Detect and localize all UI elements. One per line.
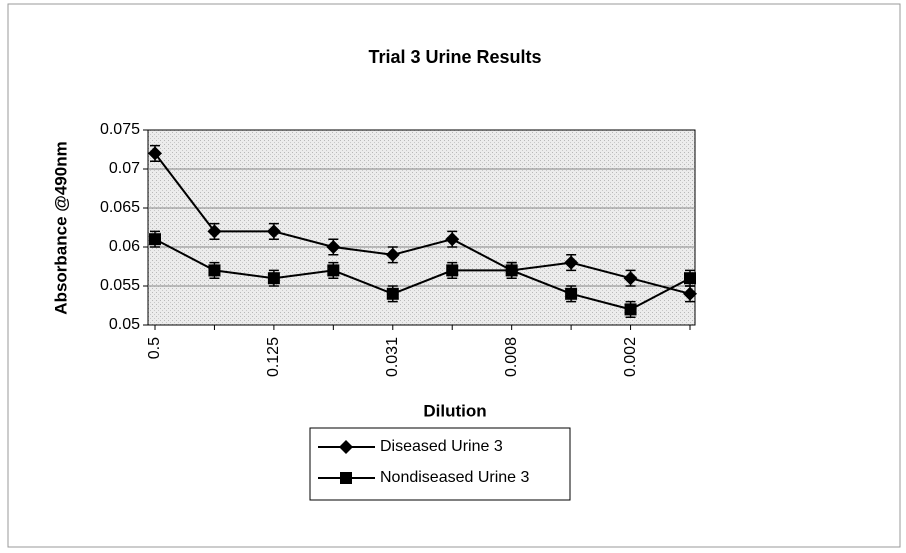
x-tick-label: 0.008 <box>503 337 520 377</box>
y-axis-title: Absorbance @490nm <box>51 141 70 314</box>
marker <box>327 264 340 277</box>
marker <box>386 287 399 300</box>
y-tick-label: 0.075 <box>100 121 140 138</box>
marker <box>623 271 638 286</box>
marker <box>207 224 222 239</box>
y-tick-label: 0.05 <box>109 316 140 333</box>
marker <box>267 272 280 285</box>
x-axis-title: Dilution <box>423 401 486 420</box>
legend-label: Diseased Urine 3 <box>380 438 503 455</box>
marker <box>565 287 578 300</box>
marker <box>326 240 341 254</box>
marker <box>505 264 518 277</box>
y-tick-label: 0.06 <box>109 238 140 255</box>
marker <box>339 440 353 454</box>
chart-title: Trial 3 Urine Results <box>368 47 541 67</box>
series-line <box>154 238 691 311</box>
legend-label: Nondiseased Urine 3 <box>380 469 530 486</box>
x-tick-label: 0.002 <box>622 337 639 377</box>
y-tick-label: 0.07 <box>109 160 140 177</box>
x-tick-label: 0.5 <box>146 337 163 359</box>
y-tick-label: 0.065 <box>100 199 140 216</box>
marker <box>266 224 281 239</box>
marker <box>445 232 460 247</box>
series-line <box>154 152 691 295</box>
plot-area <box>147 129 696 326</box>
marker <box>340 472 352 484</box>
x-tick-label: 0.031 <box>384 337 401 377</box>
marker <box>446 264 459 277</box>
marker <box>624 303 637 316</box>
marker <box>564 255 579 270</box>
marker <box>684 272 696 285</box>
legend <box>309 427 571 501</box>
marker <box>149 233 161 246</box>
marker <box>148 146 162 161</box>
marker <box>208 264 221 277</box>
marker <box>683 286 697 301</box>
marker <box>385 247 400 262</box>
x-tick-label: 0.125 <box>265 337 282 377</box>
y-tick-label: 0.055 <box>100 277 140 294</box>
